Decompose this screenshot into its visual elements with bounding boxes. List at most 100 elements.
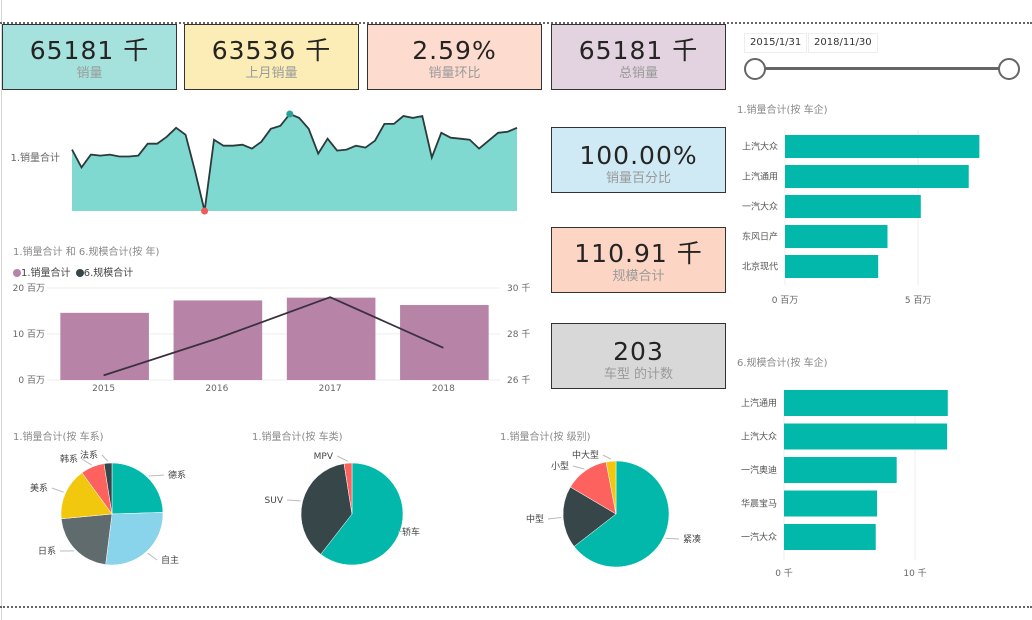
hbar-tick-label: 10 千 (903, 568, 926, 579)
date-range-slider-track[interactable] (756, 67, 1008, 70)
combo-bar[interactable] (400, 305, 489, 380)
pie-leader-line (572, 465, 585, 470)
kpi-label: 销量百分比 (605, 171, 671, 186)
pie-leader-line (148, 474, 165, 477)
kpi-card-model-count[interactable]: 203 车型 的计数 (551, 323, 726, 389)
combo-bar[interactable] (286, 297, 376, 380)
hbar-bar[interactable] (784, 490, 878, 517)
x-axis-tick-label: 2018 (432, 384, 455, 394)
legend-dot-scale (75, 269, 84, 277)
hbar-bar[interactable] (784, 423, 948, 450)
kpi-card-last-month-sales[interactable]: 63536 千 上月销量 (184, 24, 359, 90)
pie-slice[interactable] (573, 460, 670, 568)
kpi-value: 2.59% (412, 36, 497, 65)
hbar-bar[interactable] (784, 524, 876, 550)
pie-slice[interactable] (111, 462, 164, 515)
pie-label: 韩系 (60, 453, 78, 465)
pie-leader-line (397, 530, 403, 533)
pie-leader-line (101, 454, 109, 462)
pie-slice[interactable] (605, 460, 617, 515)
hbar-bar[interactable] (785, 225, 888, 248)
kpi-card-mom-change[interactable]: 2.59% 销量环比 (367, 24, 542, 90)
bottom-divider (0, 606, 1032, 608)
hbar-category-label: 北京现代 (742, 261, 778, 273)
pie-slice[interactable] (105, 512, 164, 566)
kpi-value: 110.91 千 (574, 239, 703, 268)
pie-label: 日系 (38, 546, 56, 557)
area-min-marker[interactable] (201, 207, 209, 215)
pie-slice[interactable] (103, 462, 113, 515)
pie-slice[interactable] (60, 513, 113, 565)
hbar-bar[interactable] (785, 165, 969, 188)
kpi-card-scale-total[interactable]: 110.91 千 规模合计 (551, 227, 726, 293)
right-axis-tick-label: 30 千 (507, 283, 530, 294)
pie-leader-line (286, 499, 301, 502)
hbar-tick-label: 0 千 (775, 568, 793, 579)
hbar-tick-label: 5 百万 (905, 295, 932, 306)
right-axis-tick-label: 26 千 (507, 375, 530, 386)
top-divider (0, 22, 1032, 24)
legend-label-sales[interactable]: 1.销量合计 (21, 268, 71, 279)
pie-slice[interactable] (60, 472, 113, 520)
sales-by-maker-title: 1.销量合计(按 车企) (737, 105, 828, 116)
date-range-end-handle[interactable] (998, 58, 1020, 80)
kpi-card-sales[interactable]: 65181 千 销量 (2, 24, 177, 90)
kpi-card-total-sales[interactable]: 65181 千 总销量 (551, 24, 726, 90)
combo-bar[interactable] (173, 300, 263, 380)
kpi-label: 销量 (76, 66, 103, 81)
canvas-left-border (1, 0, 2, 620)
pie-leader-line (147, 552, 158, 561)
area-fill (72, 114, 517, 211)
legend-label-scale[interactable]: 6.规模合计 (83, 268, 134, 279)
hbar-bar[interactable] (784, 457, 897, 483)
date-start-input[interactable]: 2015/1/31 (744, 33, 808, 53)
left-axis-tick-label: 0 百万 (18, 375, 45, 386)
date-end-input[interactable]: 2018/11/30 (808, 33, 878, 53)
pie-type-title: 1.销量合计(按 车类) (252, 432, 343, 443)
pie-leader-line (81, 458, 92, 466)
hbar-category-label: 东风日产 (742, 231, 778, 243)
combo-axes: 0 百万 10 百万 20 百万 26 千 28 千 30 千 2015 2016 2017 20… (13, 283, 531, 394)
kpi-value: 63536 千 (211, 36, 332, 65)
date-range-start-handle[interactable] (744, 58, 766, 80)
hbar-tick-label: 0 百万 (772, 295, 799, 306)
area-y-label: 1.销量合计 (10, 151, 60, 164)
pie-slice[interactable] (320, 462, 404, 566)
pie-label: 中型 (526, 513, 544, 525)
kpi-label: 销量环比 (428, 66, 481, 81)
hbar-category-label: 上汽通用 (742, 171, 778, 183)
combo-line-scale (103, 296, 444, 377)
pie-slice[interactable] (300, 463, 353, 555)
pie-label: 法系 (80, 449, 98, 461)
scale-by-maker-title: 6.规模合计(按 车企) (737, 358, 828, 369)
kpi-value: 100.00% (579, 141, 698, 170)
area-max-marker[interactable] (286, 110, 294, 118)
hbar-bar[interactable] (785, 255, 879, 278)
hbar-bar[interactable] (785, 195, 921, 218)
pie-label: MPV (314, 452, 334, 462)
x-axis-tick-label: 2017 (319, 384, 342, 394)
area-line (71, 112, 518, 212)
kpi-label: 上月销量 (245, 66, 298, 81)
hbar-category-label: 一汽大众 (741, 531, 777, 543)
pie-slice[interactable] (562, 486, 617, 547)
year-combo-chart[interactable]: 0 百万 10 百万 20 百万 26 千 28 千 30 千 2015 2016 2017 20… (0, 280, 545, 395)
hbar-bar[interactable] (784, 390, 948, 416)
pie-slice[interactable] (343, 462, 353, 515)
x-axis-tick-label: 2015 (92, 384, 115, 394)
right-axis-tick-label: 28 千 (507, 329, 530, 340)
sales-area-chart[interactable]: 1.销量合计 (0, 95, 540, 220)
kpi-card-sales-percent[interactable]: 100.00% 销量百分比 (551, 127, 726, 193)
pie-by-type-chart[interactable]: 轿车 SUV MPV (240, 440, 480, 580)
combo-bar[interactable] (60, 312, 149, 380)
kpi-value: 203 (613, 337, 664, 366)
pie-leader-line (547, 516, 562, 520)
hbar-bar[interactable] (785, 135, 980, 158)
pie-label: 紧凑 (683, 533, 701, 545)
pie-leader-line (602, 454, 612, 460)
pie-label: 美系 (30, 482, 48, 494)
